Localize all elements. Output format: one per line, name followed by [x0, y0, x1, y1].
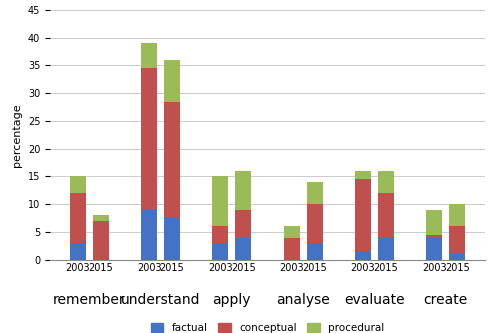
Legend: factual, conceptual, procedural: factual, conceptual, procedural [148, 320, 387, 333]
Bar [306, 243, 322, 260]
Bar [306, 182, 322, 204]
Bar [164, 218, 180, 260]
Y-axis label: percentage: percentage [12, 103, 22, 167]
Bar [355, 179, 371, 251]
Bar [70, 243, 86, 260]
Bar [70, 193, 86, 243]
Bar [212, 226, 228, 243]
Bar [378, 171, 394, 193]
Bar [426, 210, 442, 235]
Bar [449, 254, 465, 260]
Bar [378, 237, 394, 260]
Bar [355, 171, 371, 179]
Bar [141, 43, 157, 68]
Bar [93, 215, 109, 221]
Bar [141, 210, 157, 260]
Bar [93, 221, 109, 260]
Bar [378, 193, 394, 237]
Bar [236, 171, 252, 210]
Bar [449, 226, 465, 254]
Bar [284, 237, 300, 260]
Bar [426, 235, 442, 237]
Bar [426, 237, 442, 260]
Bar [449, 204, 465, 226]
Bar [236, 237, 252, 260]
Bar [212, 243, 228, 260]
Bar [306, 204, 322, 243]
Bar [355, 251, 371, 260]
Bar [164, 60, 180, 102]
Bar [212, 176, 228, 226]
Bar [236, 210, 252, 237]
Bar [284, 226, 300, 237]
Bar [141, 68, 157, 210]
Bar [164, 102, 180, 218]
Bar [70, 176, 86, 193]
